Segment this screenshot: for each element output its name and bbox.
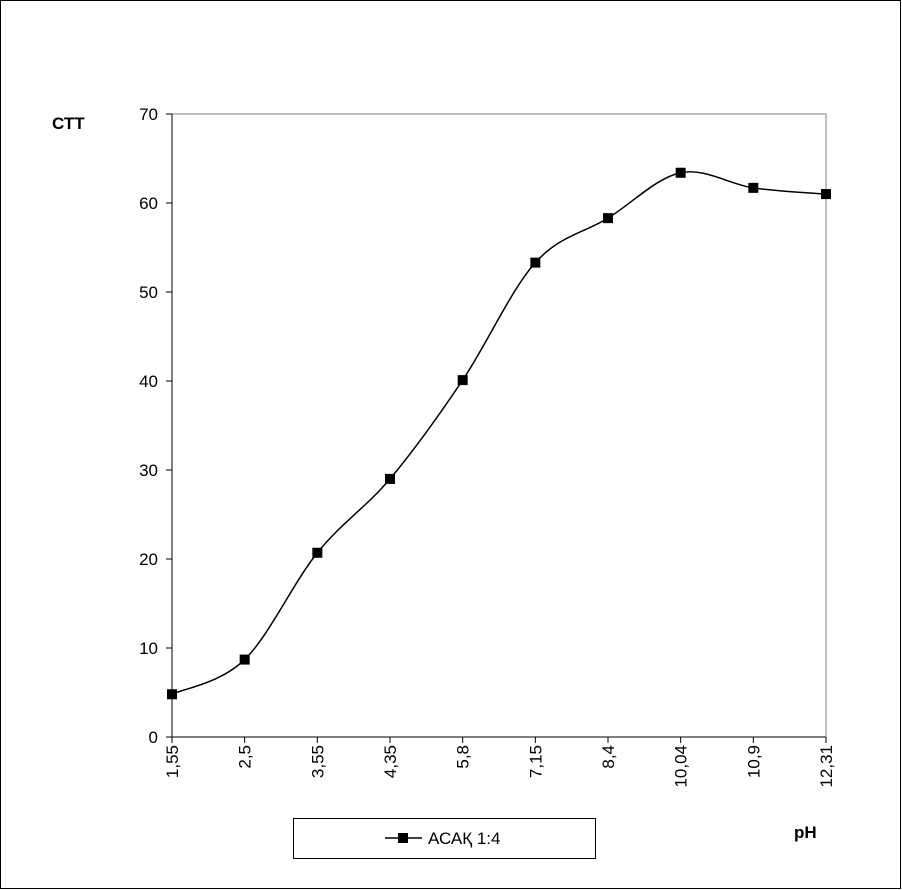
x-tick-label: 4,35 xyxy=(381,745,400,778)
point-marker xyxy=(748,182,759,193)
legend xyxy=(293,818,596,859)
point-marker xyxy=(385,473,395,484)
x-tick-label: 10,9 xyxy=(744,745,763,778)
series-line xyxy=(171,171,827,695)
y-tick-label: 10 xyxy=(139,639,158,658)
point-marker xyxy=(457,375,468,386)
y-tick-label: 20 xyxy=(139,550,158,569)
legend-label: АСАҚ 1:4 xyxy=(428,829,500,848)
point-marker xyxy=(603,213,613,224)
point-marker xyxy=(239,654,250,665)
point-marker xyxy=(675,167,686,178)
y-tick-label: 60 xyxy=(139,194,158,213)
x-tick-label: 8,4 xyxy=(599,745,618,769)
x-tick-label: 3,55 xyxy=(308,745,327,778)
y-tick-label: 0 xyxy=(149,728,158,747)
point-marker xyxy=(530,257,541,268)
y-tick-label: 70 xyxy=(139,105,158,124)
point-marker xyxy=(167,689,177,700)
point-marker xyxy=(312,547,323,558)
y-tick-label: 40 xyxy=(139,372,158,391)
y-tick-label: 30 xyxy=(139,461,158,480)
x-tick-label: 2,5 xyxy=(236,745,255,769)
legend-marker xyxy=(398,833,408,843)
x-tick-label: 10,04 xyxy=(672,745,691,788)
x-tick-label: 7,15 xyxy=(526,745,545,778)
x-tick-label: 5,8 xyxy=(454,745,473,769)
y-tick-label: 50 xyxy=(139,283,158,302)
x-tick-label: 12,31 xyxy=(817,745,836,788)
y-axis-label: СТТ xyxy=(52,114,85,133)
x-tick-label: 1,55 xyxy=(163,745,182,778)
x-axis-label: pH xyxy=(794,823,817,842)
point-marker xyxy=(821,189,831,200)
